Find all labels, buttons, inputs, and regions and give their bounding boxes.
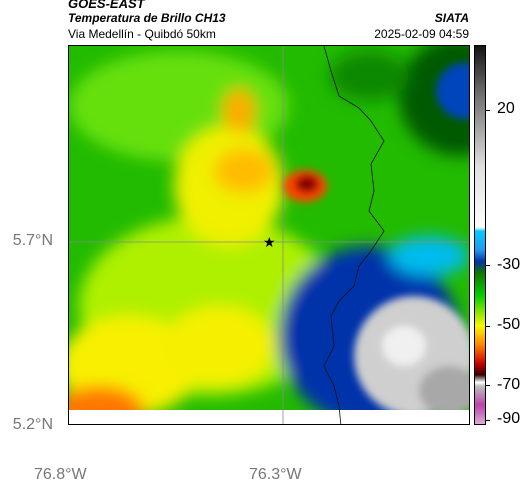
colorbar-label-minus90: -90	[497, 410, 521, 427]
colorbar-tick	[486, 385, 490, 386]
field-blue-northeast	[436, 63, 469, 119]
satellite-map[interactable]: ★	[68, 45, 470, 425]
brightness-temperature-field: ★	[69, 46, 469, 424]
colorbar-label-minus50: -50	[497, 316, 521, 333]
lon-label-76-8: 76.8°W	[34, 466, 87, 483]
colorbar-tick	[486, 326, 490, 327]
lat-label-5-7: 5.7°N	[12, 232, 53, 249]
field-orange-north	[223, 89, 255, 133]
field-yellow-south	[164, 306, 274, 386]
colorbar-label-minus70: -70	[497, 376, 521, 393]
colorbar-tick	[486, 420, 490, 421]
lat-label-5-2: 5.2°N	[12, 416, 53, 433]
colorbar-tick	[486, 110, 490, 111]
organization-label: SIATA	[434, 11, 469, 25]
colorbar	[474, 45, 486, 425]
product-subtitle: Temperatura de Brillo CH13	[68, 11, 226, 25]
field-darkred-core	[295, 175, 319, 193]
route-description: Via Medellín - Quibdó 50km	[68, 27, 216, 41]
timestamp: 2025-02-09 04:59	[374, 27, 469, 41]
colorbar-label-minus30: -30	[497, 256, 521, 273]
lon-label-76-3: 76.3°W	[249, 466, 302, 483]
field-orange-center	[214, 149, 274, 193]
field-darkgray-core	[419, 366, 469, 416]
field-cyan-east	[389, 236, 469, 276]
field-darkgreen-north	[329, 51, 409, 101]
field-nodata-strip	[69, 410, 469, 424]
product-title: GOES-EAST	[68, 0, 145, 11]
boundary-line	[323, 46, 385, 424]
colorbar-label-20: 20	[497, 100, 515, 117]
colorbar-tick	[486, 265, 490, 266]
star-icon: ★	[263, 235, 276, 251]
field-lightgray-core	[382, 326, 426, 366]
